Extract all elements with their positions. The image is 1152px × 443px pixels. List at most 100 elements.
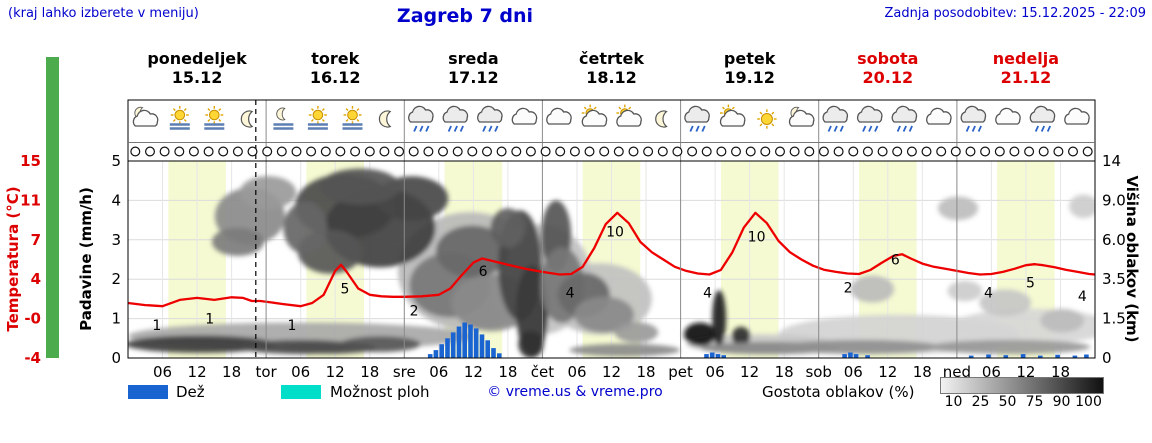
svg-text:6: 6	[891, 253, 900, 269]
day-name: četrtek	[578, 49, 644, 68]
temperature-color-bar	[46, 57, 59, 358]
weather-icon-rain	[1029, 105, 1056, 132]
weather-icon-cloud	[511, 107, 538, 125]
density-tick: 10	[944, 394, 963, 410]
day-name: petek	[723, 49, 776, 68]
menu-hint: (kraj lahko izberete v meniju)	[8, 6, 199, 21]
weather-icon-rain	[857, 105, 883, 132]
svg-text:2: 2	[410, 303, 419, 319]
svg-text:-0: -0	[24, 310, 41, 328]
day-name: torek	[311, 49, 360, 68]
weather-icon-rain	[684, 105, 710, 132]
svg-text:11: 11	[20, 191, 41, 209]
svg-text:4: 4	[703, 286, 712, 302]
cloud-axis-ticks: 14 9.0 6.0 3.5 1.5 0	[1102, 152, 1126, 367]
svg-text:06: 06	[844, 363, 863, 381]
weather-icon-cloud	[995, 107, 1021, 125]
weather-icon-rain	[960, 105, 987, 132]
weather-icon-rain	[477, 105, 503, 132]
weather-icon-moon-cloud	[788, 106, 815, 127]
svg-text:sob: sob	[805, 363, 832, 381]
svg-text:ned: ned	[943, 363, 971, 381]
svg-text:1: 1	[152, 318, 161, 334]
weather-icon-sun	[757, 109, 777, 129]
rain-legend-swatch	[128, 385, 168, 399]
svg-text:06: 06	[567, 363, 586, 381]
cloud-cover-circles	[130, 146, 1093, 157]
density-tick: 75	[1025, 394, 1044, 410]
svg-text:0: 0	[1102, 349, 1112, 367]
showers-legend-swatch	[281, 385, 321, 399]
day-date: 16.12	[309, 68, 361, 87]
svg-text:06: 06	[429, 363, 448, 381]
weather-icon-fog-moon	[273, 107, 294, 130]
svg-text:4: 4	[566, 286, 575, 302]
x-axis-labels: 06 12 18 tor 06 12 18 sre 06 12 18 čet 06 12 18 pet 06 12…	[153, 363, 1070, 381]
weather-icon-rain	[408, 105, 434, 132]
weather-icon-rain	[442, 105, 469, 132]
weather-icon-fog-sun	[342, 106, 363, 130]
svg-text:7: 7	[31, 231, 41, 249]
svg-text:18: 18	[636, 363, 655, 381]
svg-text:12: 12	[188, 363, 207, 381]
day-header-ponedeljek: ponedeljek 15.12	[128, 49, 266, 87]
copyright-link[interactable]: © vreme.us & vreme.pro	[487, 384, 663, 400]
svg-text:06: 06	[706, 363, 725, 381]
svg-text:3: 3	[111, 231, 121, 249]
svg-text:sre: sre	[393, 363, 416, 381]
precip-axis-ticks: 5 4 3 2 1 0	[111, 152, 121, 367]
weather-icon-moon	[240, 110, 254, 128]
weather-icon-cloud	[546, 107, 572, 125]
day-date: 15.12	[171, 68, 223, 87]
cloud-density-legend-label: Gostota oblakov (%)	[762, 383, 915, 401]
svg-text:pet: pet	[668, 363, 693, 381]
svg-text:06: 06	[982, 363, 1001, 381]
weather-icon-cloud	[926, 107, 952, 125]
showers-legend-label: Možnost ploh	[330, 383, 430, 401]
day-name: sreda	[448, 49, 499, 68]
rain-legend-label: Dež	[176, 383, 205, 401]
svg-text:14: 14	[1102, 152, 1121, 170]
svg-text:10: 10	[748, 230, 766, 246]
svg-text:9.0: 9.0	[1102, 191, 1126, 209]
svg-text:tor: tor	[255, 363, 277, 381]
svg-text:10: 10	[606, 225, 624, 241]
day-date: 20.12	[862, 68, 914, 87]
weather-icon-sun-cloud	[719, 104, 746, 127]
svg-text:0: 0	[111, 349, 121, 367]
svg-text:12: 12	[464, 363, 483, 381]
svg-text:06: 06	[291, 363, 310, 381]
svg-text:18: 18	[222, 363, 241, 381]
temperature-line	[128, 211, 1095, 308]
svg-text:18: 18	[913, 363, 932, 381]
svg-text:12: 12	[326, 363, 345, 381]
density-tick: 25	[971, 394, 990, 410]
density-tick: 50	[998, 394, 1017, 410]
svg-text:18: 18	[1051, 363, 1070, 381]
day-header-petek: petek 19.12	[681, 49, 819, 87]
day-header-nedelja: nedelja 21.12	[957, 49, 1095, 87]
svg-text:-4: -4	[24, 349, 41, 367]
weather-icon-fog-sun	[307, 106, 328, 130]
day-header-sobota: sobota 20.12	[819, 49, 957, 87]
cloud-density-layer	[128, 168, 1095, 358]
svg-text:15: 15	[20, 152, 41, 170]
day-date: 18.12	[586, 68, 637, 87]
svg-text:12: 12	[1016, 363, 1035, 381]
svg-text:18: 18	[498, 363, 517, 381]
day-header-sreda: sreda 17.12	[404, 49, 542, 87]
weather-icon-sun-cloud	[581, 104, 608, 127]
weather-icon-moon	[655, 110, 668, 128]
svg-text:4: 4	[111, 191, 121, 209]
weather-icon-moon-cloud	[132, 106, 159, 127]
weather-icon-rain	[822, 105, 849, 132]
weather-icon-moon	[378, 110, 392, 128]
svg-text:4: 4	[31, 270, 41, 288]
svg-text:čet: čet	[531, 363, 554, 381]
day-date: 21.12	[1000, 68, 1052, 87]
day-name: ponedeljek	[147, 49, 247, 68]
svg-text:18: 18	[360, 363, 379, 381]
svg-text:1: 1	[288, 318, 297, 334]
